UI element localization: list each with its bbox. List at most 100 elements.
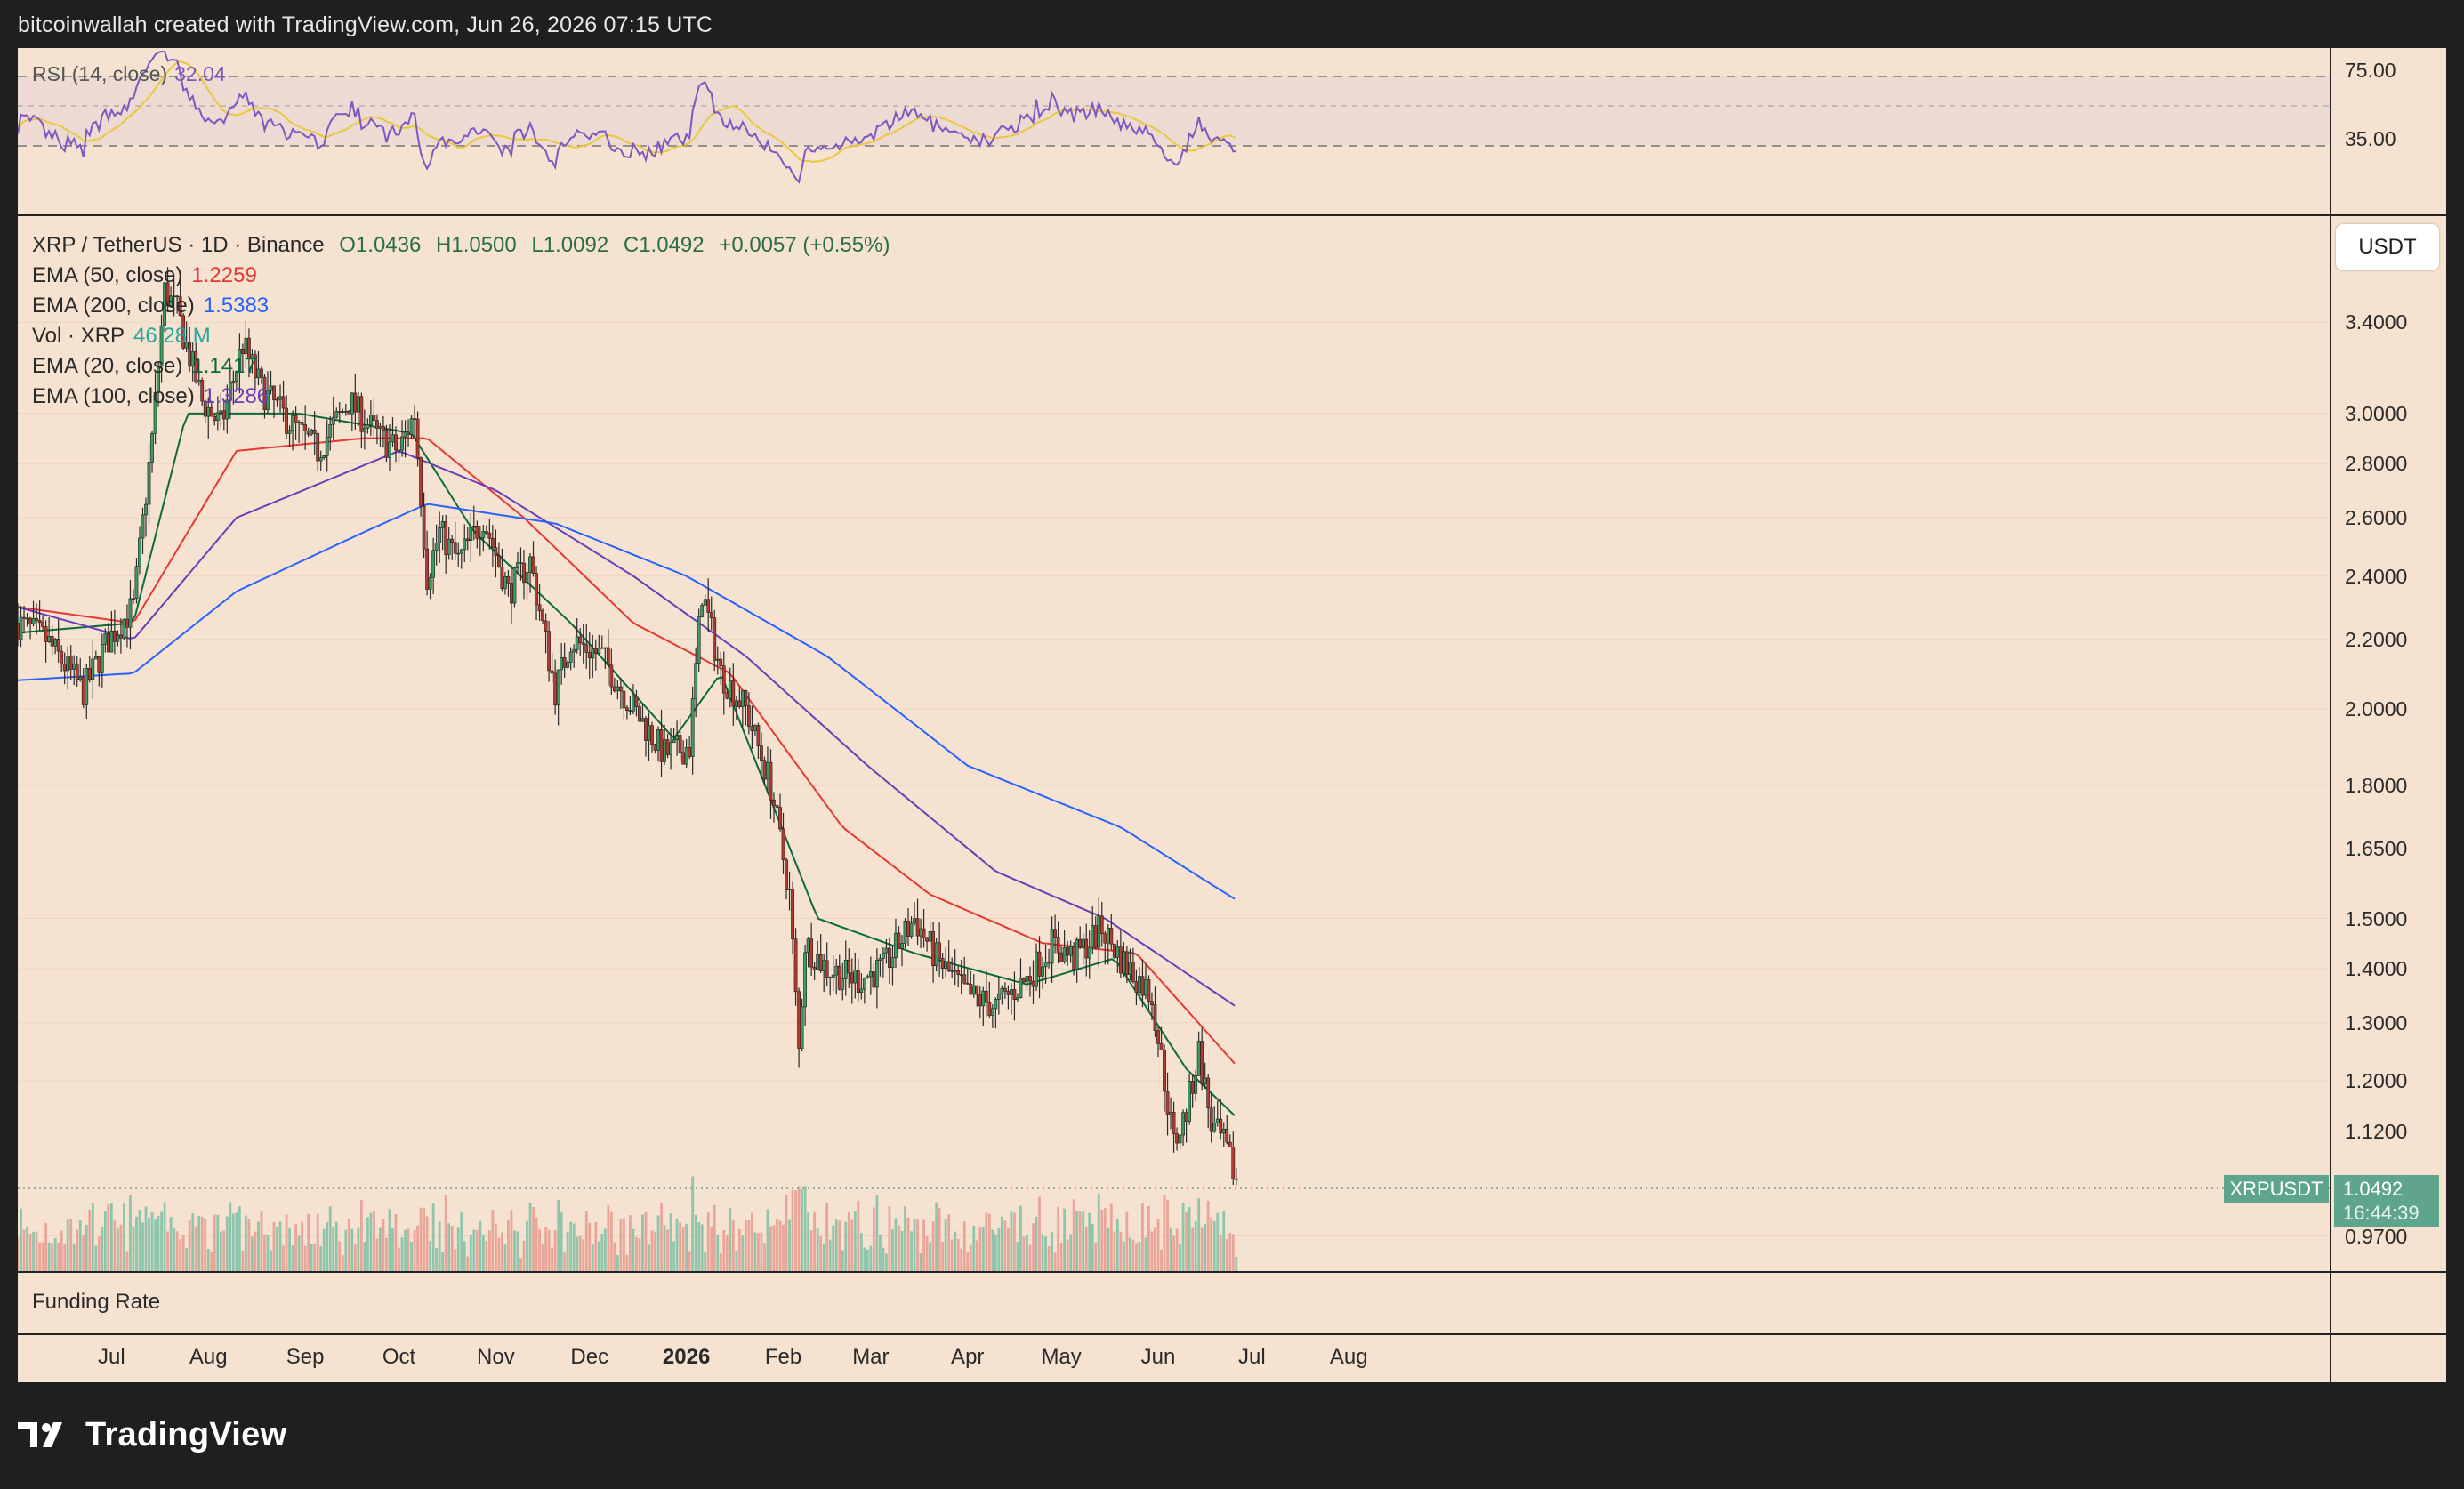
candle-body	[684, 747, 688, 765]
candle-body	[415, 418, 420, 458]
candle-body	[366, 424, 370, 429]
candle-body	[872, 971, 876, 988]
volume-bar	[454, 1249, 457, 1272]
volume-bar	[1119, 1231, 1123, 1272]
volume-bar	[919, 1252, 922, 1272]
volume-bar	[551, 1247, 554, 1272]
candle-body	[203, 400, 207, 417]
volume-bar	[238, 1206, 241, 1272]
candle-body	[1091, 925, 1095, 948]
volume-bar	[316, 1213, 319, 1272]
volume-bar	[913, 1218, 916, 1272]
candle-body	[1178, 1134, 1182, 1144]
candle-body	[609, 664, 614, 688]
candle-body	[172, 295, 176, 298]
candle-body	[541, 610, 544, 622]
volume-bar	[622, 1218, 625, 1272]
candle-body	[1194, 1075, 1198, 1094]
candle-body	[368, 415, 373, 425]
volume-bar	[357, 1227, 360, 1272]
volume-bar	[501, 1232, 503, 1272]
candle-body	[756, 725, 761, 746]
volume-bar	[479, 1220, 482, 1272]
volume-bar	[797, 1186, 801, 1272]
candle-body	[525, 572, 529, 584]
candle-body	[31, 617, 36, 624]
volume-bar	[1141, 1203, 1144, 1272]
volume-bar	[519, 1258, 522, 1272]
candle-body	[91, 658, 95, 680]
candle-body	[175, 295, 180, 298]
price-tick-label: 2.8000	[2345, 452, 2408, 476]
candle-body	[215, 412, 220, 422]
candle-body	[306, 431, 310, 435]
candle-body	[337, 411, 342, 413]
volume-bar	[510, 1210, 513, 1272]
volume-bar	[900, 1230, 904, 1272]
volume-bar	[35, 1231, 38, 1272]
candle-body	[884, 947, 889, 954]
candle-body	[372, 415, 376, 421]
legend-ema-20-label: EMA (20, close)	[32, 354, 183, 378]
candle-body	[866, 976, 870, 978]
candle-body	[356, 396, 360, 413]
candle-body	[853, 970, 858, 984]
candle-body	[53, 639, 58, 647]
volume-bar	[225, 1216, 229, 1272]
volume-bar	[801, 1189, 803, 1272]
volume-bar	[722, 1229, 726, 1272]
volume-bar	[1115, 1219, 1119, 1272]
volume-bar	[407, 1228, 410, 1272]
volume-bar	[560, 1211, 563, 1272]
candle-body	[194, 351, 198, 383]
volume-bar	[410, 1241, 413, 1272]
volume-bar	[460, 1211, 463, 1272]
volume-bar	[113, 1220, 117, 1272]
volume-bar	[341, 1255, 344, 1272]
candle-body	[1066, 946, 1070, 956]
currency-button[interactable]: USDT	[2336, 224, 2439, 270]
candle-body	[347, 410, 351, 415]
candle-body	[1099, 915, 1104, 935]
candle-body	[622, 690, 626, 709]
volume-bar	[788, 1219, 791, 1272]
volume-bar	[1051, 1232, 1053, 1272]
volume-bar	[231, 1213, 235, 1272]
chart-canvas[interactable]	[18, 48, 2446, 1382]
volume-bar	[807, 1212, 810, 1272]
volume-bar	[526, 1220, 528, 1272]
candle-body	[737, 700, 742, 707]
candle-body	[428, 576, 432, 590]
volume-bar	[666, 1229, 669, 1272]
candle-body	[956, 970, 961, 975]
volume-bar	[729, 1207, 732, 1272]
volume-bar	[270, 1250, 272, 1272]
candle-body	[568, 651, 573, 663]
volume-bar	[850, 1219, 854, 1272]
candle-body	[903, 921, 907, 944]
volume-bar	[398, 1247, 400, 1272]
volume-bar	[1147, 1205, 1150, 1272]
candle-body	[719, 658, 723, 666]
legend-ema-50: EMA (50, close) 1.2259	[32, 263, 257, 288]
candle-body	[625, 707, 629, 711]
candle-body	[531, 556, 535, 574]
price-tick-label: 2.2000	[2345, 627, 2408, 651]
volume-bar	[1069, 1234, 1073, 1272]
volume-bar	[981, 1227, 985, 1272]
volume-bar	[347, 1219, 350, 1272]
volume-bar	[935, 1202, 938, 1272]
volume-bar	[922, 1219, 925, 1272]
candle-body	[219, 410, 223, 414]
volume-bar	[894, 1218, 898, 1272]
candle-body	[250, 354, 254, 358]
volume-bar	[148, 1218, 150, 1272]
candle-body	[1056, 937, 1060, 954]
candle-body	[793, 938, 798, 993]
candle-body	[522, 562, 526, 584]
volume-bar	[675, 1218, 679, 1272]
candle-body	[228, 382, 232, 401]
candle-body	[434, 543, 439, 551]
volume-bar	[513, 1230, 516, 1272]
volume-bar	[1044, 1236, 1047, 1272]
